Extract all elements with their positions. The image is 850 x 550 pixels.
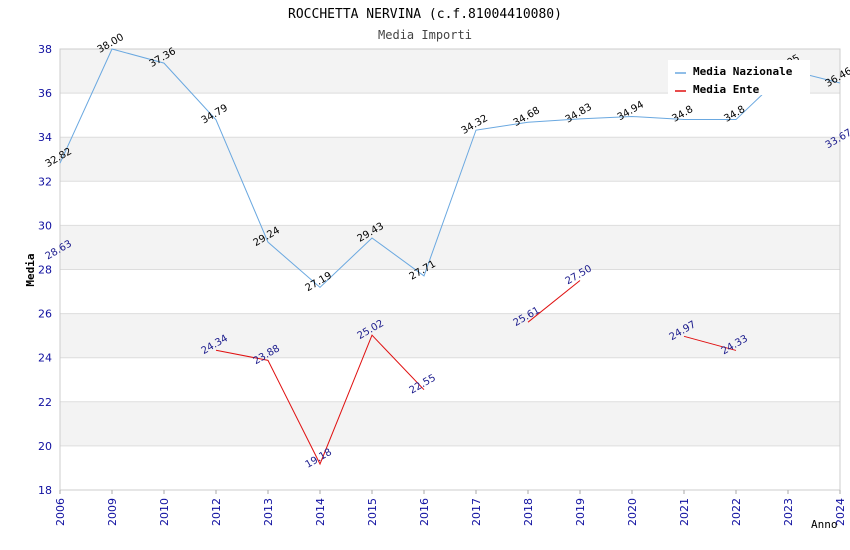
series-line-media-ente-1 <box>215 334 425 466</box>
x-tick-label: 2014 <box>314 498 327 526</box>
y-tick-label: 38 <box>38 43 52 56</box>
x-tick-label: 2015 <box>366 498 379 526</box>
series-layer <box>59 48 841 466</box>
chart-title: ROCCHETTA NERVINA (c.f.81004410080) <box>288 7 562 22</box>
x-tick-label: 2009 <box>106 498 119 526</box>
band-20 <box>60 401 840 446</box>
band-28 <box>60 225 840 270</box>
y-axis-ticks: 18 20 22 24 26 28 30 32 34 36 38 <box>38 43 52 497</box>
series-line-media-ente-3 <box>683 335 737 351</box>
y-tick-label: 34 <box>38 131 52 144</box>
chart-subtitle: Media Importi <box>378 28 472 42</box>
y-tick-label: 22 <box>38 396 52 409</box>
x-tick-label: 2016 <box>418 498 431 526</box>
y-tick-label: 24 <box>38 352 52 365</box>
x-tick-label: 2006 <box>54 498 67 526</box>
y-tick-label: 28 <box>38 264 52 277</box>
y-axis-label: Media <box>24 253 37 286</box>
x-tick-label: 2023 <box>782 498 795 526</box>
band-32 <box>60 137 840 182</box>
y-tick-label: 20 <box>38 440 52 453</box>
legend-label-media-nazionale: Media Nazionale <box>693 65 793 78</box>
legend-box <box>668 60 810 95</box>
x-tick-label: 2013 <box>262 498 275 526</box>
y-tick-label: 36 <box>38 87 52 100</box>
band-18 <box>60 445 840 490</box>
y-tick-label: 32 <box>38 175 52 188</box>
band-34 <box>60 93 840 138</box>
legend: Media Nazionale Media Ente <box>668 60 810 96</box>
x-axis-ticks: 2006 2009 2010 2012 2013 2014 2015 2016 2017 2018… <box>54 490 847 526</box>
y-tick-label: 26 <box>38 308 52 321</box>
band-26 <box>60 269 840 314</box>
legend-label-media-ente: Media Ente <box>693 83 760 96</box>
band-22 <box>60 357 840 402</box>
x-tick-label: 2022 <box>730 498 743 526</box>
x-tick-label: 2024 <box>834 498 847 526</box>
x-axis-label: Anno <box>811 518 838 531</box>
y-tick-label: 18 <box>38 484 52 497</box>
x-tick-label: 2019 <box>574 498 587 526</box>
band-24 <box>60 313 840 358</box>
chart-background-bands <box>60 49 840 490</box>
x-tick-label: 2021 <box>678 498 691 526</box>
series-line-media-nazionale-0 <box>59 48 841 289</box>
x-tick-label: 2020 <box>626 498 639 526</box>
series-line-media-ente-2 <box>527 280 581 323</box>
plot-frame <box>59 48 841 491</box>
x-tick-label: 2012 <box>210 498 223 526</box>
x-tick-label: 2017 <box>470 498 483 526</box>
x-tick-label: 2010 <box>158 498 171 526</box>
y-tick-label: 30 <box>38 219 52 232</box>
x-tick-label: 2018 <box>522 498 535 526</box>
